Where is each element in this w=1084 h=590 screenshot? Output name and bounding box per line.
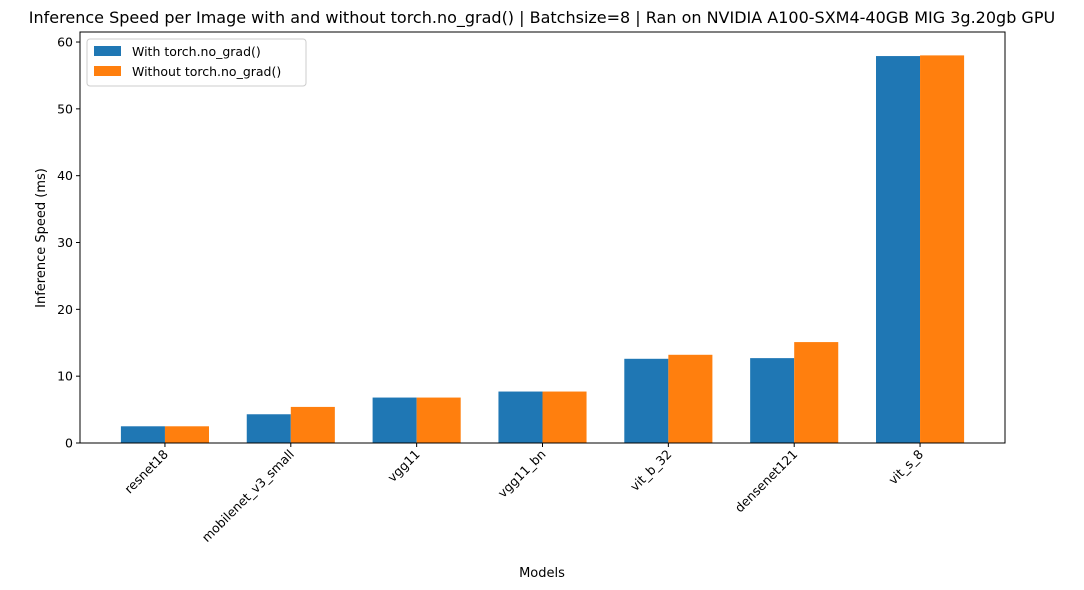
y-tick-label: 0 xyxy=(65,436,73,451)
x-axis: resnet18 mobilenet_v3_small vgg11 vgg11_bn v… xyxy=(121,443,926,545)
legend-label-with-no-grad: With torch.no_grad() xyxy=(132,44,261,59)
bar-vit_s_8-without-no-grad xyxy=(920,55,965,443)
legend: With torch.no_grad() Without torch.no_gra… xyxy=(86,38,307,87)
chart-title: Inference Speed per Image with and witho… xyxy=(29,8,1055,28)
x-axis-label: Models xyxy=(519,566,565,581)
y-axis-label: Inference Speed (ms) xyxy=(34,168,49,308)
bar-vgg11-without-no-grad xyxy=(416,397,461,443)
legend-swatch-with-no-grad xyxy=(94,46,121,56)
bar-densenet121-without-no-grad xyxy=(794,342,839,443)
legend-swatch-without-no-grad xyxy=(94,66,121,76)
bar-resnet18-with-no-grad xyxy=(120,426,165,443)
bar-vit_s_8-with-no-grad xyxy=(876,56,921,444)
plot-frame xyxy=(79,31,1006,444)
bar-vgg11-with-no-grad xyxy=(372,397,417,443)
bar-vit_b_32-with-no-grad xyxy=(624,358,669,443)
bar-vgg11_bn-with-no-grad xyxy=(498,391,543,443)
x-tick-label-resnet18: resnet18 xyxy=(121,446,171,496)
x-tick-label-densenet121: densenet121 xyxy=(732,447,801,516)
legend-box xyxy=(86,38,307,87)
legend-label-without-no-grad: Without torch.no_grad() xyxy=(132,64,281,79)
y-axis: 0 10 20 30 40 50 60 xyxy=(57,35,80,451)
y-tick-label: 20 xyxy=(57,302,73,317)
x-tick-label-vgg11_bn: vgg11_bn xyxy=(495,447,549,501)
bars-group xyxy=(120,55,965,444)
x-tick-label-vit_s_8: vit_s_8 xyxy=(885,446,926,487)
bar-densenet121-with-no-grad xyxy=(750,358,795,443)
x-tick-label-vit_b_32: vit_b_32 xyxy=(627,447,674,494)
y-tick-label: 40 xyxy=(57,168,73,183)
x-tick-label-vgg11: vgg11 xyxy=(384,447,422,485)
bar-vgg11_bn-without-no-grad xyxy=(542,391,587,443)
bar-resnet18-without-no-grad xyxy=(164,426,209,443)
x-tick-label-mobilenet_v3_small: mobilenet_v3_small xyxy=(199,447,297,545)
y-tick-label: 50 xyxy=(57,101,73,116)
bar-mobilenet_v3_small-with-no-grad xyxy=(246,414,291,443)
y-tick-label: 30 xyxy=(57,235,73,250)
bar-vit_b_32-without-no-grad xyxy=(668,354,713,443)
y-tick-label: 60 xyxy=(57,35,73,50)
bar-mobilenet_v3_small-without-no-grad xyxy=(290,406,335,443)
y-tick-label: 10 xyxy=(57,369,73,384)
